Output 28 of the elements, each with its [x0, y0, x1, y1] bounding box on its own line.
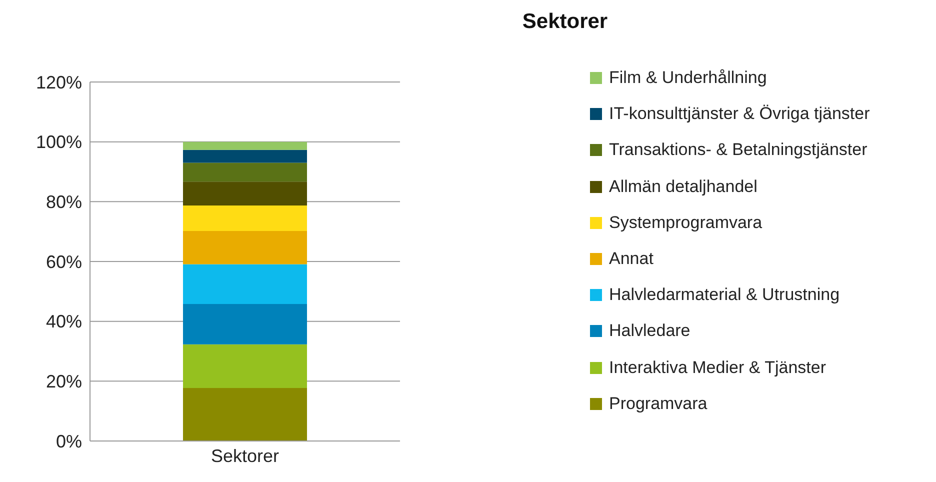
- legend-label: Transaktions- & Betalningstjänster: [609, 140, 868, 160]
- bar: [183, 182, 307, 206]
- y-tick-label: 60%: [46, 252, 82, 272]
- legend-label: Systemprogramvara: [609, 212, 762, 233]
- legend-label: IT-konsulttjänster & Övriga tjänster: [609, 104, 870, 124]
- legend-label: Halvledare: [609, 321, 690, 342]
- bar: [183, 230, 307, 264]
- bar: [183, 304, 307, 344]
- legend-label: Programvara: [609, 394, 708, 414]
- y-tick-label: 100%: [36, 132, 82, 152]
- legend-label: Interaktiva Medier & Tjänster: [609, 358, 826, 378]
- y-tick-label: 20%: [46, 372, 82, 392]
- legend-label: Annat: [609, 249, 654, 270]
- y-tick-label: 40%: [46, 312, 82, 332]
- bar: [183, 162, 307, 182]
- text: Sektorer: [521, 10, 609, 34]
- y-tick-label: 0%: [56, 431, 82, 452]
- legend-label: Allmän detaljhandel: [609, 176, 758, 197]
- legend-label: Halvledarmaterial & Utrustning: [609, 285, 840, 306]
- bar: [183, 142, 307, 150]
- bar: [183, 344, 307, 388]
- y-tick-label: 120%: [36, 72, 82, 92]
- bar: [183, 388, 307, 441]
- legend-label: Film & Underhållning: [609, 68, 767, 88]
- bar: [183, 264, 307, 304]
- y-tick-label: 80%: [46, 192, 82, 212]
- bar: [183, 150, 307, 163]
- bar: [183, 206, 307, 231]
